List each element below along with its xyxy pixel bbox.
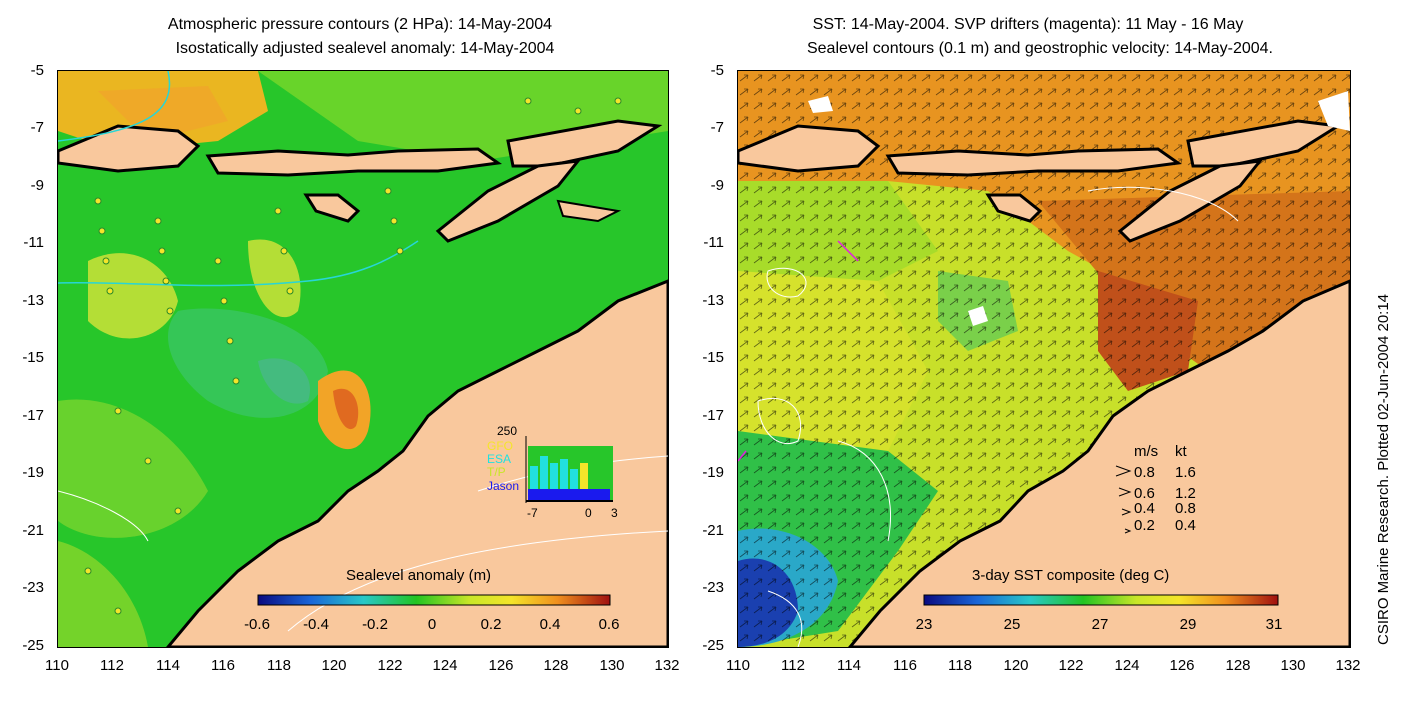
right-x-tick: 128: [1225, 657, 1251, 674]
right-y-tick: -23: [702, 579, 724, 596]
right-y-tick: -9: [710, 177, 724, 194]
left-x-tick: 116: [211, 657, 235, 674]
left-y-tick: -7: [30, 119, 44, 136]
left-y-tick: -15: [22, 349, 44, 366]
left-colorbar-label: 0: [427, 616, 437, 633]
inset-ymax-label: 250: [497, 424, 518, 438]
inset-legend-esa: ESA: [487, 452, 512, 466]
right-x-tick: 116: [893, 657, 917, 674]
sealevel-anomaly-map: [58, 71, 668, 647]
velocity-legend-kt: 1.2: [1175, 485, 1196, 502]
satellite-count-inset: [525, 436, 613, 503]
right-y-tick: -5: [710, 62, 724, 79]
left-title-line2: Isostatically adjusted sealevel anomaly:…: [175, 40, 555, 57]
left-colorbar-label: 0.4: [539, 616, 561, 633]
left-x-tick: 122: [377, 657, 403, 674]
left-x-tick: 120: [321, 657, 347, 674]
left-y-tick: -17: [22, 407, 44, 424]
left-colorbar-label: -0.2: [362, 616, 388, 633]
right-y-tick: -21: [702, 522, 724, 539]
right-y-tick: -19: [702, 464, 724, 481]
left-x-tick: 132: [654, 657, 680, 674]
velocity-legend-header-ms: m/s: [1134, 443, 1159, 460]
inset-legend-tp: T/P: [487, 465, 506, 479]
left-y-tick: -23: [22, 579, 44, 596]
right-y-tick: -11: [703, 234, 724, 251]
velocity-legend-header-kt: kt: [1175, 443, 1187, 460]
velocity-legend-kt: 0.8: [1175, 500, 1196, 517]
left-x-tick: 126: [488, 657, 514, 674]
right-y-tick: -17: [702, 407, 724, 424]
credit-text: CSIRO Marine Research. Plotted 02-Jun-20…: [1375, 293, 1392, 645]
left-title-line1: Atmospheric pressure contours (2 HPa): 1…: [167, 16, 553, 33]
left-map-panel: [57, 70, 669, 648]
velocity-legend-arrows: [1115, 465, 1132, 534]
left-colorbar-label: -0.6: [244, 616, 270, 633]
left-y-tick: -21: [22, 522, 44, 539]
sealevel-colorbar: [257, 594, 611, 606]
left-colorbar-label: 0.2: [480, 616, 502, 633]
right-colorbar-label: 23: [915, 616, 933, 633]
right-y-tick: -13: [702, 292, 724, 309]
right-map-panel: [737, 70, 1351, 648]
right-colorbar-title: 3-day SST composite (deg C): [972, 567, 1170, 584]
velocity-legend-ms: 0.6: [1134, 485, 1155, 502]
velocity-legend-ms: 0.8: [1134, 464, 1155, 481]
velocity-legend-kt: 1.6: [1175, 464, 1196, 481]
right-x-tick: 110: [726, 657, 750, 674]
left-x-tick: 114: [156, 657, 180, 674]
right-x-tick: 120: [1003, 657, 1029, 674]
left-x-tick: 128: [543, 657, 569, 674]
left-y-tick: -11: [23, 234, 44, 251]
right-colorbar-label: 29: [1179, 616, 1197, 633]
left-x-tick: 118: [267, 657, 291, 674]
velocity-legend-ms: 0.4: [1134, 500, 1155, 517]
left-colorbar-title: Sealevel anomaly (m): [346, 567, 492, 584]
right-y-tick: -15: [702, 349, 724, 366]
left-y-tick: -19: [22, 464, 44, 481]
right-x-tick: 126: [1169, 657, 1195, 674]
right-x-tick: 118: [948, 657, 972, 674]
right-title-line2: Sealevel contours (0.1 m) and geostrophi…: [806, 40, 1273, 57]
right-x-tick: 112: [781, 657, 805, 674]
left-y-tick: -25: [22, 637, 44, 654]
left-colorbar-label: 0.6: [598, 616, 620, 633]
right-y-tick: -25: [702, 637, 724, 654]
inset-x-label-min: -7: [527, 506, 538, 520]
velocity-legend-kt: 0.4: [1175, 517, 1196, 534]
left-x-tick: 124: [432, 657, 458, 674]
right-x-tick: 132: [1335, 657, 1361, 674]
inset-x-label-zero: 0: [585, 506, 592, 520]
sst-colorbar: [923, 594, 1279, 606]
inset-legend-gfo: GFO: [487, 439, 513, 453]
right-x-tick: 122: [1058, 657, 1084, 674]
sst-map: [738, 71, 1350, 647]
velocity-legend-ms: 0.2: [1134, 517, 1155, 534]
right-x-tick: 130: [1280, 657, 1306, 674]
left-y-tick: -9: [30, 177, 44, 194]
left-colorbar-label: -0.4: [303, 616, 329, 633]
left-y-tick: -5: [30, 62, 44, 79]
right-colorbar-label: 27: [1091, 616, 1109, 633]
inset-legend-jason: Jason: [487, 479, 520, 493]
left-x-tick: 112: [100, 657, 124, 674]
inset-x-label-max: 3: [611, 506, 618, 520]
left-y-tick: -13: [22, 292, 44, 309]
right-colorbar-label: 31: [1265, 616, 1283, 633]
left-x-tick: 130: [599, 657, 625, 674]
right-colorbar-label: 25: [1003, 616, 1021, 633]
right-x-tick: 124: [1114, 657, 1140, 674]
right-title-line1: SST: 14-May-2004. SVP drifters (magenta)…: [812, 16, 1244, 33]
left-x-tick: 110: [45, 657, 69, 674]
right-x-tick: 114: [837, 657, 861, 674]
right-y-tick: -7: [710, 119, 724, 136]
